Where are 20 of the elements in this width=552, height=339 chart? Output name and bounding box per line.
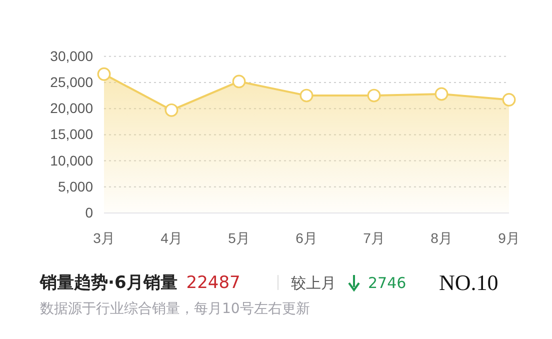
text: NO.10: [439, 270, 498, 295]
x-tick-label: 4月: [160, 230, 182, 246]
x-tick-label: 9月: [498, 230, 520, 246]
y-tick-label: 30,000: [50, 48, 94, 64]
text: 2746: [368, 274, 406, 292]
y-tick-label: 25,000: [50, 74, 94, 90]
text: 销量趋势·6月销量: [39, 273, 178, 293]
x-tick-label: 5月: [228, 230, 250, 246]
x-tick-label: 3月: [93, 230, 115, 246]
y-tick-label: 15,000: [50, 126, 94, 142]
x-tick-label: 7月: [363, 230, 385, 246]
text: 较上月: [291, 274, 336, 292]
y-tick-label: 10,000: [50, 152, 94, 168]
y-tick-label: 0: [85, 204, 94, 220]
x-tick-label: 8月: [430, 230, 452, 246]
y-tick-label: 5,000: [58, 178, 94, 194]
text: 22487: [186, 273, 240, 293]
y-tick-label: 20,000: [50, 100, 94, 116]
x-tick-label: 6月: [296, 230, 318, 246]
text: 数据源于行业综合销量，每月10号左右更新: [40, 301, 310, 317]
